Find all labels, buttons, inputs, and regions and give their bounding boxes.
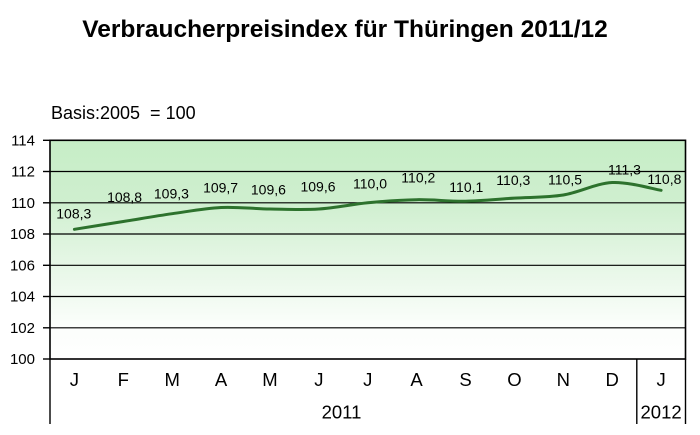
svg-text:N: N (557, 369, 570, 390)
svg-text:114: 114 (11, 133, 35, 150)
svg-text:Verbraucherpreisindex für Thür: Verbraucherpreisindex für Thüringen 2011… (82, 16, 608, 43)
svg-text:109,7: 109,7 (203, 180, 238, 196)
svg-text:J: J (70, 369, 79, 390)
svg-text:J: J (314, 369, 323, 390)
svg-text:110,0: 110,0 (353, 175, 387, 191)
svg-text:110,3: 110,3 (496, 172, 530, 188)
svg-text:Basis:2005 = 100: Basis:2005 = 100 (51, 103, 196, 123)
svg-text:106: 106 (10, 258, 35, 275)
svg-text:O: O (507, 369, 521, 390)
svg-text:111,3: 111,3 (608, 161, 641, 177)
svg-text:D: D (606, 369, 619, 390)
svg-text:M: M (262, 369, 277, 390)
svg-text:109,6: 109,6 (251, 181, 286, 197)
svg-text:J: J (656, 369, 665, 390)
svg-text:2011: 2011 (322, 402, 362, 423)
svg-text:2012: 2012 (641, 402, 682, 423)
svg-text:F: F (118, 369, 129, 390)
svg-text:110,5: 110,5 (548, 171, 582, 187)
svg-text:A: A (215, 369, 228, 390)
svg-text:A: A (410, 369, 423, 390)
svg-text:M: M (164, 369, 179, 390)
svg-text:108,3: 108,3 (56, 205, 91, 221)
svg-text:112: 112 (11, 164, 35, 181)
svg-text:J: J (363, 369, 372, 390)
svg-text:109,3: 109,3 (154, 185, 189, 201)
svg-text:110,2: 110,2 (401, 170, 435, 186)
svg-text:108: 108 (10, 226, 35, 243)
svg-text:102: 102 (10, 320, 35, 337)
svg-text:104: 104 (10, 289, 35, 306)
svg-text:110,1: 110,1 (449, 179, 483, 195)
svg-text:100: 100 (10, 351, 35, 368)
svg-text:110: 110 (11, 195, 35, 212)
svg-text:109,6: 109,6 (300, 178, 335, 194)
svg-text:108,8: 108,8 (107, 189, 142, 205)
svg-text:110,8: 110,8 (647, 171, 681, 187)
svg-text:S: S (459, 369, 471, 390)
